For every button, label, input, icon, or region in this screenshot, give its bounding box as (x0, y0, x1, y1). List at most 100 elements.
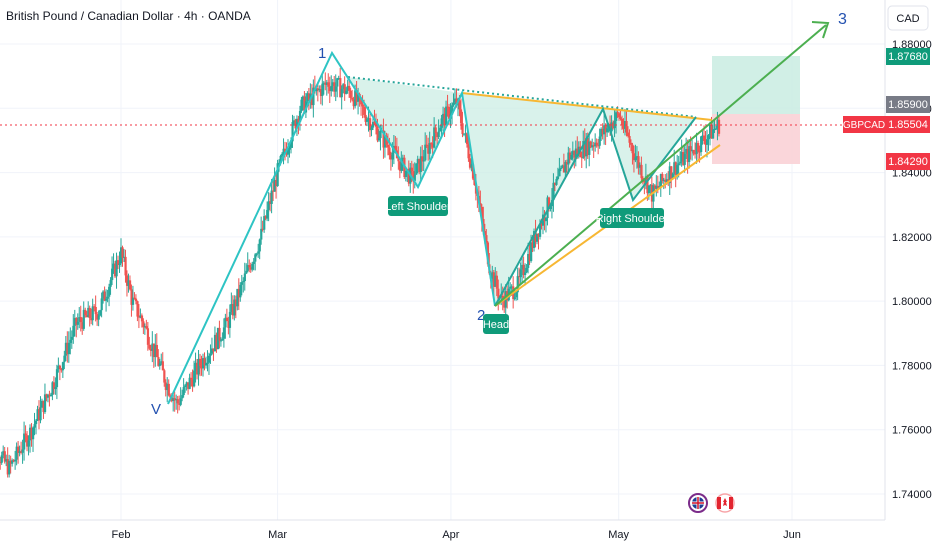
candle-body (66, 342, 69, 355)
candle-body (361, 104, 364, 107)
candle-body (558, 168, 561, 177)
candle-body (373, 121, 376, 125)
candle-body (480, 206, 484, 219)
candle-body (407, 169, 410, 184)
candle-body (170, 397, 173, 401)
candle-body (389, 155, 393, 160)
head-label[interactable]: Head (483, 314, 509, 334)
candle-body (179, 398, 182, 405)
candle-body (128, 280, 132, 290)
candle-body (337, 78, 340, 80)
candle-body (145, 326, 148, 329)
price-tag-current: GBPCAD 1.85504 (843, 116, 930, 133)
left-shoulder-label[interactable]: Left Shoulder (385, 196, 451, 216)
candle-body (713, 129, 716, 131)
candle-body (701, 135, 704, 137)
candle-body (227, 321, 230, 328)
candle-body (85, 315, 88, 318)
candle-body (215, 334, 218, 350)
candle-body (448, 107, 451, 119)
candle-body (691, 149, 694, 152)
candle-body (278, 162, 281, 164)
candle-body (473, 178, 476, 185)
candle-body (434, 127, 437, 134)
candle-body (73, 318, 76, 326)
candle-body (270, 190, 273, 204)
candles (0, 67, 721, 478)
candle-body (93, 306, 96, 308)
neckline-dotted[interactable] (347, 76, 697, 118)
candle-body (236, 288, 239, 307)
currency-button[interactable]: CAD (887, 5, 929, 31)
candle-body (88, 307, 91, 319)
candle-body (185, 382, 188, 386)
candle-body (665, 179, 668, 182)
candle-body (237, 288, 240, 298)
neckline-yellow[interactable] (461, 92, 713, 121)
candle-body (646, 176, 649, 194)
candle-body (188, 377, 191, 389)
candle-body (459, 109, 463, 124)
candle-body (424, 144, 427, 161)
candle-body (385, 135, 388, 145)
candle-body (400, 159, 403, 171)
candle-body (631, 144, 634, 154)
candle-body (537, 233, 540, 237)
candle-body (146, 328, 150, 345)
candle-body (58, 365, 62, 369)
candle-body (717, 119, 721, 134)
candle-body (525, 267, 528, 273)
candle-body (199, 358, 202, 366)
candle-body (200, 365, 203, 369)
candle-body (528, 254, 531, 262)
candle-body (628, 136, 631, 143)
time-axis[interactable]: Feb Mar Apr May Jun (112, 529, 801, 541)
candle-body (287, 149, 290, 155)
candle-body (114, 263, 117, 277)
head-area (462, 93, 603, 306)
candle-body (294, 120, 297, 129)
candle-body (257, 251, 260, 254)
candle-body (137, 316, 141, 318)
canada-flag-icon[interactable] (715, 493, 735, 513)
candle-body (230, 304, 233, 312)
wave-line-teal[interactable] (494, 106, 697, 307)
candle-body (333, 82, 336, 92)
candle-body (452, 102, 455, 106)
candle-body (591, 145, 594, 148)
right-shoulder-label[interactable]: Right Shoulder (596, 208, 669, 228)
candle-body (103, 291, 106, 301)
y-tick-label: 1.82000 (892, 232, 932, 244)
candle-body (301, 96, 305, 100)
candle-body (491, 272, 494, 279)
stop-zone[interactable] (712, 114, 800, 164)
candle-body (674, 162, 677, 175)
candle-body (273, 180, 276, 192)
candle-body (160, 361, 163, 364)
candle-body (522, 264, 525, 275)
candle-body (26, 435, 29, 447)
candle-body (231, 304, 235, 316)
candle-body (81, 322, 84, 329)
uk-flag-icon[interactable] (688, 493, 708, 513)
wave-line-cyan[interactable] (167, 50, 496, 405)
candle-body (17, 446, 20, 453)
candle-body (370, 127, 373, 131)
price-tag-stop: 1.84290 (886, 153, 930, 170)
candle-body (45, 394, 48, 398)
candle-body (343, 84, 346, 94)
candle-body (655, 185, 658, 189)
candle-body (562, 165, 566, 173)
candle-body (603, 125, 606, 135)
y-tick-label: 1.84000 (892, 168, 932, 180)
candle-body (451, 105, 454, 115)
y-tick-label: 1.76000 (892, 425, 932, 437)
candle-body (319, 89, 323, 97)
candle-body (567, 152, 570, 165)
candle-body (708, 124, 712, 136)
candle-body (616, 112, 619, 114)
candle-body (594, 142, 597, 147)
candle-body (76, 321, 79, 325)
target-arrow-line[interactable] (494, 24, 827, 307)
